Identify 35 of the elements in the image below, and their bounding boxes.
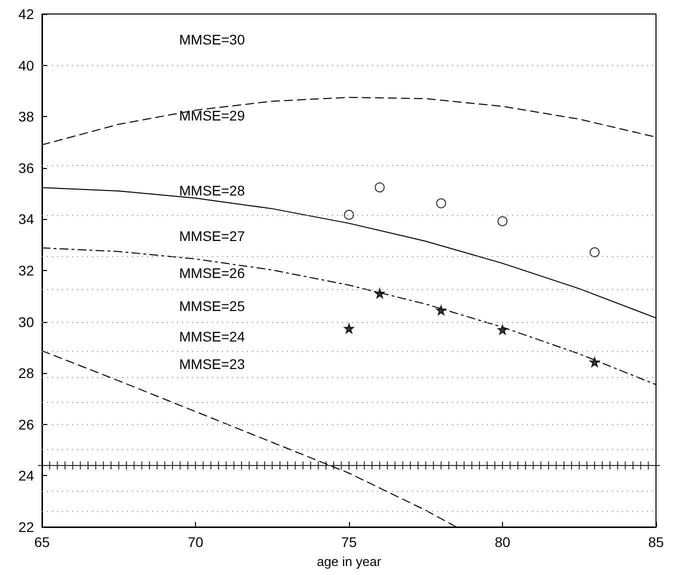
point: [436, 198, 446, 208]
y-tick-label: 32: [18, 262, 34, 278]
annotation: MMSE=25: [179, 298, 246, 314]
annotation: MMSE=24: [179, 328, 246, 345]
y-tick-label: 34: [18, 211, 34, 228]
point: [344, 323, 354, 334]
annotation: MMSE=27: [179, 228, 246, 244]
y-tick-label: 30: [18, 314, 34, 330]
x-tick-label: 70: [188, 534, 204, 550]
y-tick-label: 22: [18, 519, 34, 535]
y-tick-label: 28: [18, 365, 34, 382]
point: [374, 182, 385, 192]
x-tick-label: 85: [648, 534, 664, 550]
y-tick-label: 26: [18, 416, 34, 432]
point: [590, 247, 600, 258]
y-tick-label: 40: [18, 57, 34, 74]
x-tick-label: 65: [34, 534, 50, 550]
y-tick-label: 42: [18, 6, 34, 22]
point: [590, 357, 600, 368]
point: [498, 324, 508, 335]
point: [374, 288, 385, 298]
annotation: MMSE=23: [179, 356, 246, 372]
x-tick-label: 80: [494, 534, 510, 550]
x-tick-label: 75: [341, 534, 357, 550]
annotation: MMSE=30: [179, 32, 246, 48]
point: [498, 216, 508, 226]
annotation: MMSE=28: [179, 182, 246, 198]
point: [344, 210, 354, 220]
y-tick-label: 36: [18, 160, 34, 176]
x-axis-title: age in year: [316, 554, 382, 569]
y-tick-label: 24: [18, 468, 34, 484]
annotation: MMSE=26: [179, 265, 246, 282]
point: [436, 305, 446, 316]
y-tick-label: 38: [18, 108, 34, 125]
annotation: MMSE=29: [179, 107, 246, 124]
